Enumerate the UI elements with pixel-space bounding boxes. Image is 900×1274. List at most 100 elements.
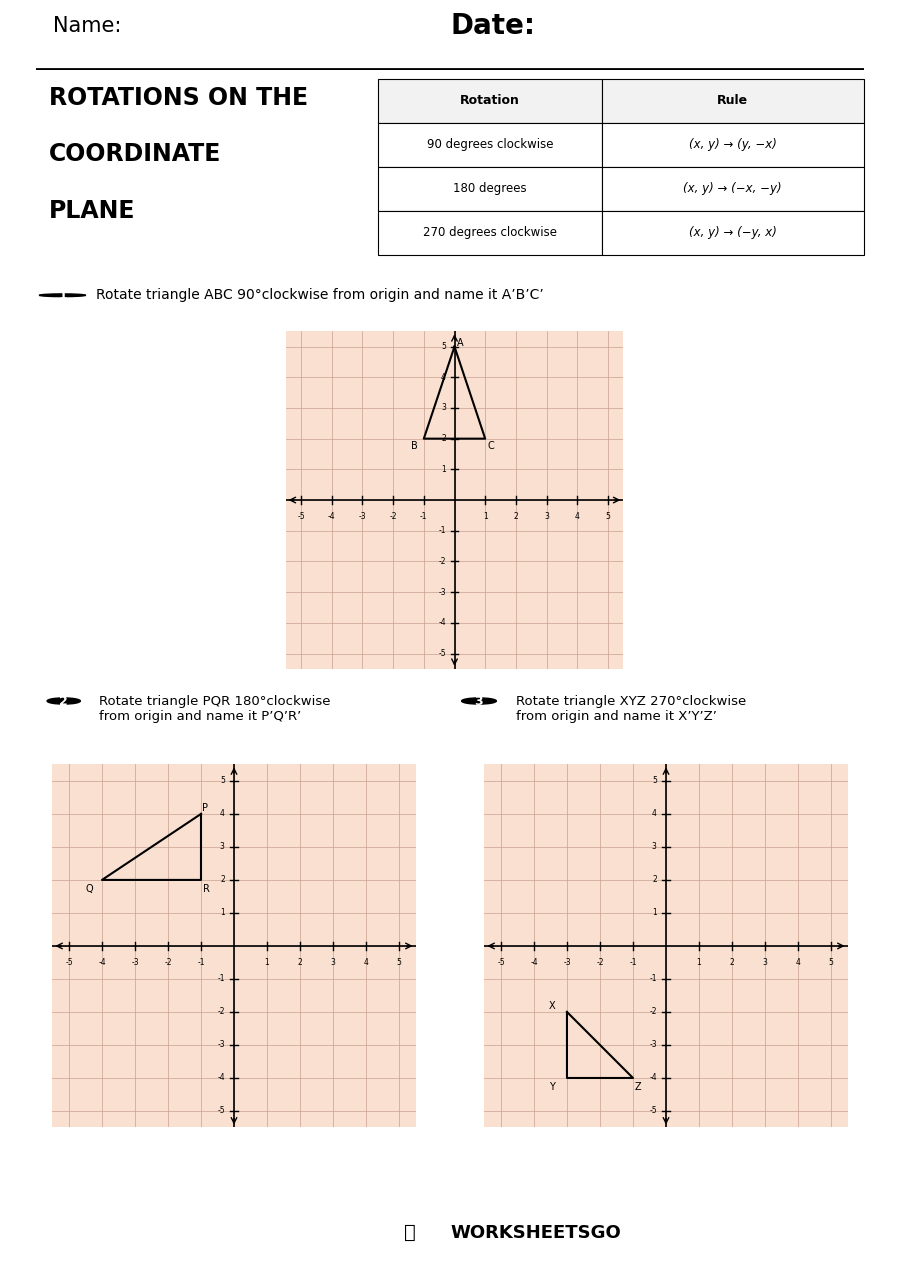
Text: -3: -3 — [649, 1041, 657, 1050]
Text: -5: -5 — [438, 648, 446, 657]
Text: -2: -2 — [649, 1008, 657, 1017]
Text: -3: -3 — [358, 512, 366, 521]
Text: -4: -4 — [98, 958, 106, 967]
Text: C: C — [488, 441, 495, 451]
Circle shape — [47, 698, 80, 705]
Text: -4: -4 — [530, 958, 538, 967]
Text: -4: -4 — [217, 1074, 225, 1083]
Text: 5: 5 — [441, 343, 446, 352]
Text: 1: 1 — [220, 908, 225, 917]
Text: 3: 3 — [220, 842, 225, 851]
Text: 1: 1 — [58, 289, 67, 302]
Text: (x, y) → (y, −x): (x, y) → (y, −x) — [688, 139, 777, 152]
Text: -4: -4 — [438, 618, 446, 627]
Text: 2: 2 — [59, 694, 68, 707]
Text: PLANE: PLANE — [50, 199, 136, 223]
Text: 3: 3 — [652, 842, 657, 851]
Text: 4: 4 — [364, 958, 368, 967]
Text: -3: -3 — [217, 1041, 225, 1050]
Text: 1: 1 — [652, 908, 657, 917]
Text: Rotate triangle XYZ 270°clockwise
from origin and name it X’Y’Z’: Rotate triangle XYZ 270°clockwise from o… — [517, 696, 746, 724]
Text: 1: 1 — [441, 465, 446, 474]
Text: -5: -5 — [497, 958, 505, 967]
Text: 4: 4 — [220, 809, 225, 818]
Bar — [601, 210, 864, 255]
Bar — [378, 167, 601, 210]
Text: (x, y) → (−y, x): (x, y) → (−y, x) — [688, 227, 777, 240]
Text: 4: 4 — [575, 512, 580, 521]
Text: (x, y) → (−x, −y): (x, y) → (−x, −y) — [683, 182, 782, 195]
Text: Rotation: Rotation — [460, 94, 519, 107]
Text: Rotate triangle PQR 180°clockwise
from origin and name it P’Q’R’: Rotate triangle PQR 180°clockwise from o… — [99, 696, 331, 724]
Bar — [601, 167, 864, 210]
Text: X: X — [549, 1001, 555, 1012]
Text: Z: Z — [634, 1082, 642, 1092]
Text: -3: -3 — [563, 958, 571, 967]
Text: -2: -2 — [390, 512, 397, 521]
Text: 2: 2 — [514, 512, 518, 521]
Text: -1: -1 — [649, 975, 657, 984]
Bar — [601, 79, 864, 122]
Text: -2: -2 — [217, 1008, 225, 1017]
Text: 5: 5 — [652, 776, 657, 785]
Text: Q: Q — [86, 884, 94, 894]
Text: 90 degrees clockwise: 90 degrees clockwise — [427, 139, 553, 152]
Text: 4: 4 — [796, 958, 800, 967]
Text: -3: -3 — [438, 587, 446, 596]
Bar — [601, 122, 864, 167]
Text: R: R — [202, 884, 210, 894]
Bar — [378, 210, 601, 255]
Text: 1: 1 — [265, 958, 269, 967]
Text: COORDINATE: COORDINATE — [50, 143, 221, 167]
Text: 1: 1 — [697, 958, 701, 967]
Text: 270 degrees clockwise: 270 degrees clockwise — [423, 227, 557, 240]
Text: -2: -2 — [596, 958, 604, 967]
Text: -1: -1 — [217, 975, 225, 984]
Text: -4: -4 — [328, 512, 336, 521]
Text: ROTATIONS ON THE: ROTATIONS ON THE — [50, 87, 309, 110]
Text: 5: 5 — [829, 958, 833, 967]
Text: -1: -1 — [197, 958, 204, 967]
Text: 4: 4 — [652, 809, 657, 818]
Text: 2: 2 — [730, 958, 734, 967]
Text: 1: 1 — [482, 512, 488, 521]
Text: Rotate triangle ABC 90°clockwise from origin and name it A’B’C’: Rotate triangle ABC 90°clockwise from or… — [95, 288, 544, 302]
Text: P: P — [202, 803, 208, 813]
Text: Name:: Name: — [52, 17, 121, 36]
Text: 2: 2 — [441, 434, 446, 443]
Text: 3: 3 — [330, 958, 336, 967]
Text: -2: -2 — [438, 557, 446, 566]
Text: 5: 5 — [397, 958, 401, 967]
Text: -3: -3 — [131, 958, 139, 967]
Text: Rule: Rule — [717, 94, 748, 107]
Text: 3: 3 — [474, 694, 483, 707]
Text: B: B — [411, 441, 418, 451]
Text: 2: 2 — [298, 958, 302, 967]
Bar — [378, 79, 601, 122]
Text: 4: 4 — [441, 373, 446, 382]
Bar — [378, 122, 601, 167]
Text: -2: -2 — [164, 958, 172, 967]
Text: ⓦ: ⓦ — [403, 1223, 416, 1242]
Text: -1: -1 — [420, 512, 427, 521]
Text: -5: -5 — [649, 1107, 657, 1116]
Text: 2: 2 — [652, 875, 657, 884]
Circle shape — [462, 698, 497, 705]
Text: 3: 3 — [441, 404, 446, 413]
Text: Date:: Date: — [450, 11, 535, 39]
Text: 2: 2 — [220, 875, 225, 884]
Text: 3: 3 — [544, 512, 549, 521]
Text: -5: -5 — [297, 512, 305, 521]
Text: -5: -5 — [65, 958, 73, 967]
Text: Y: Y — [549, 1082, 555, 1092]
Circle shape — [40, 294, 86, 297]
Text: 5: 5 — [220, 776, 225, 785]
Text: -4: -4 — [649, 1074, 657, 1083]
Text: -1: -1 — [629, 958, 636, 967]
Text: 180 degrees: 180 degrees — [453, 182, 526, 195]
Text: -1: -1 — [438, 526, 446, 535]
Text: -5: -5 — [217, 1107, 225, 1116]
Text: 3: 3 — [762, 958, 768, 967]
Text: 5: 5 — [606, 512, 610, 521]
Text: A: A — [457, 338, 464, 348]
